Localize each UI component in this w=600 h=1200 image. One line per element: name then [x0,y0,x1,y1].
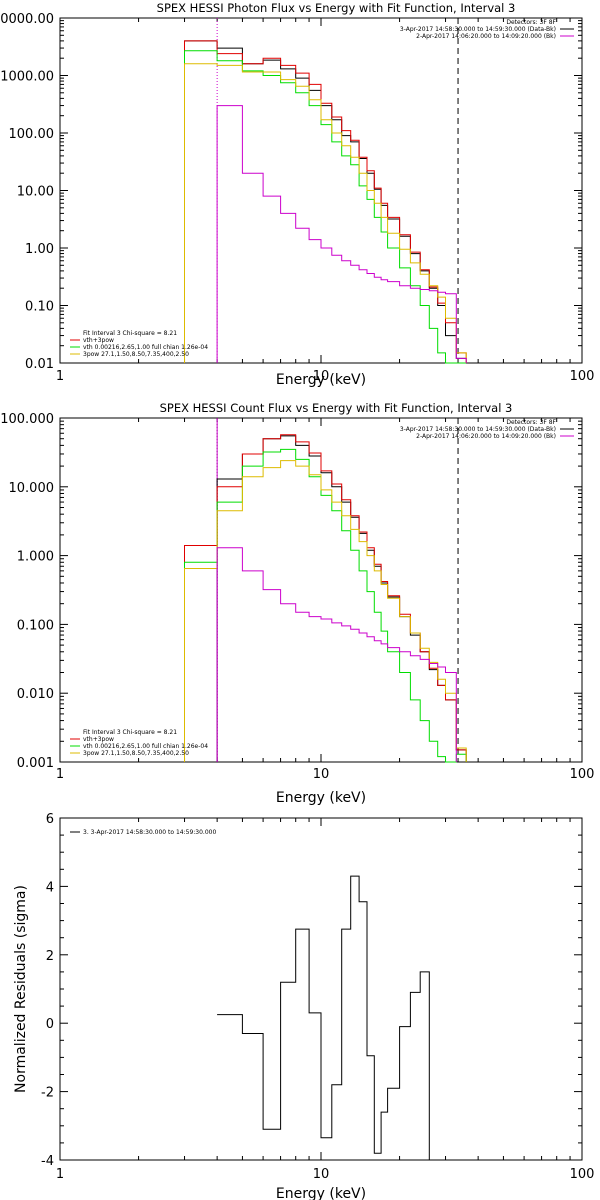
y-tick-label: 100.000 [0,412,54,427]
series-line-3 [184,448,467,763]
y-tick-label: 4 [46,880,54,895]
legend-entry-left: Fit Interval 3 Chi-square = 8.21 [83,729,177,736]
y-tick-label: 100.00 [9,127,55,142]
chart-panel-3: 1 10 100 Energy (keV) 6 4 2 0 -2 -4 Normalized Res… [13,812,594,1200]
x-tick-label: 1 [56,767,64,782]
legend-entry-right: Detectors: 3F 8F [506,19,556,26]
legend-entry-right: 3-Apr-2017 14:58:30.000 to 14:59:30.000 … [400,426,556,433]
x-axis-label: Energy (keV) [276,790,366,806]
plot-frame [59,17,583,364]
y-tick-label: -4 [41,1154,54,1169]
legend-entry-left: Fit Interval 3 Chi-square = 8.21 [83,330,177,337]
series-line-1 [184,40,467,363]
chart-panel-2: SPEX HESSI Count Flux vs Energy with Fit… [0,401,594,806]
legend-entry-right: 3-Apr-2017 14:58:30.000 to 14:59:30.000 … [400,26,556,33]
y-tick-label: 0.010 [17,687,54,702]
chart-title: SPEX HESSI Photon Flux vs Energy with Fi… [157,1,516,15]
y-axis-label: Normalized Residuals (sigma) [13,885,29,1093]
legend-entry-right: Detectors: 3F 8F [506,419,556,426]
x-tick-label: 10 [313,767,330,782]
y-tick-label: 2 [46,949,54,964]
series-line-2 [184,434,467,762]
x-axis-label: Energy (keV) [276,1186,366,1200]
y-tick-label: 10000.00 [0,12,54,27]
chart-panel-1: SPEX HESSI Photon Flux vs Energy with Fi… [0,1,594,388]
legend-entry-left: 3pow 27.1,1.50,8.50,7.35,400,2.50 [83,351,189,358]
legend-entry-left: vth 0.00216,2.65,1.00 full chian 1.26e-0… [83,743,208,750]
y-tick-label: 0.100 [17,618,54,633]
y-tick-label: -2 [41,1086,54,1101]
x-tick-label: 1 [56,369,64,384]
y-tick-label: 6 [46,812,54,827]
series-line-4 [184,460,467,762]
legend-entry-left: 3. 3-Apr-2017 14:58:30.000 to 14:59:30.0… [83,829,216,836]
y-tick-label: 1.00 [25,242,54,257]
legend-entry-left: 3pow 27.1,1.50,8.50,7.35,400,2.50 [83,750,189,757]
x-tick-label: 100 [570,1167,595,1182]
x-axis-label: Energy (keV) [276,372,366,388]
y-tick-label: 1.000 [17,550,54,565]
x-tick-label: 1 [56,1167,64,1182]
legend-entry-right: 2-Apr-2017 14:06:20.000 to 14:09:20.000 … [416,433,556,440]
series-line-5 [216,547,457,762]
series-line-1 [217,875,430,1160]
chart-title: SPEX HESSI Count Flux vs Energy with Fit… [160,401,513,415]
x-tick-label: 100 [570,369,595,384]
legend-entry-left: vth+3pow [83,337,114,344]
y-tick-label: 0 [46,1017,54,1032]
y-tick-label: 10.000 [9,481,55,496]
series-line-5 [216,105,467,363]
y-tick-label: 0.001 [17,756,54,771]
series-line-3 [184,50,467,364]
legend-entry-left: vth 0.00216,2.65,1.00 full chian 1.26e-0… [83,344,208,351]
series-line-2 [184,40,467,363]
y-tick-label: 0.01 [25,357,54,372]
y-tick-label: 1000.00 [0,70,54,85]
x-tick-label: 10 [313,1167,330,1182]
x-tick-label: 100 [570,767,595,782]
series-line-4 [184,63,467,363]
y-tick-label: 0.10 [25,300,54,315]
y-tick-label: 10.00 [17,185,54,200]
legend-entry-left: vth+3pow [83,736,114,743]
legend-entry-right: 2-Apr-2017 14:06:20.000 to 14:09:20.000 … [416,33,556,40]
x-tick-label: 10 [313,369,330,384]
